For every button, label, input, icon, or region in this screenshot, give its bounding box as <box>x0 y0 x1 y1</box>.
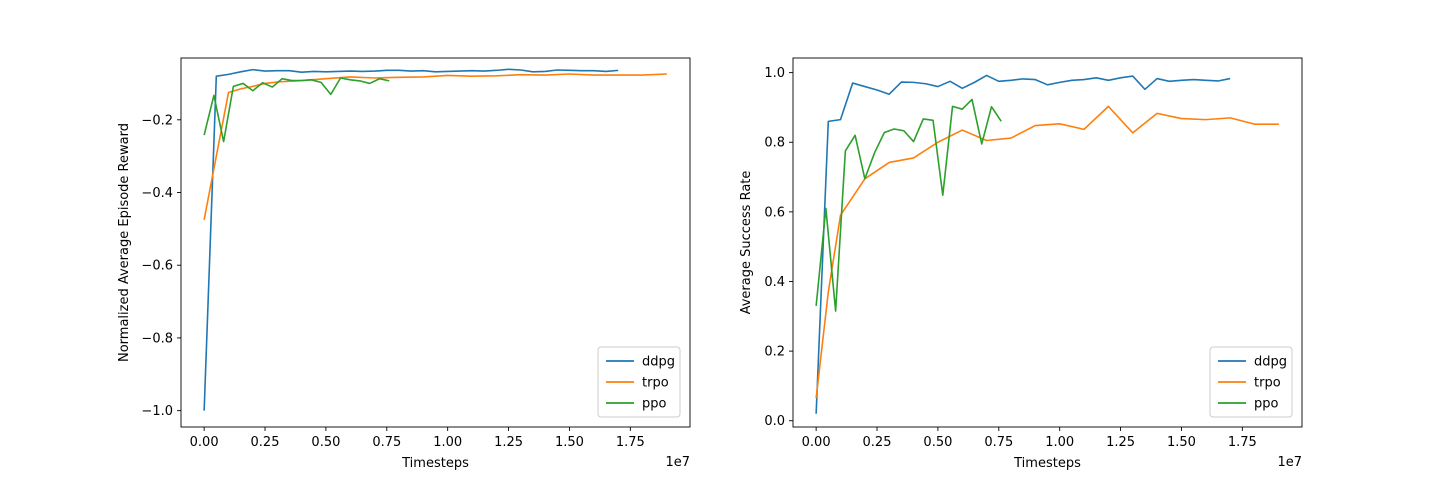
chart-panel-2: 0.00 0.25 0.50 0.75 1.00 1.25 1.50 1.75 0.0 0.2 0.… <box>739 57 1303 471</box>
y-tick-label: 0.0 <box>764 414 785 429</box>
y-tick-label: −0.8 <box>141 331 173 346</box>
y-tick-label: −0.4 <box>141 186 173 201</box>
x-tick-label: 1.25 <box>494 435 523 450</box>
x-tick-label: 0.75 <box>372 435 401 450</box>
plot-frame <box>792 57 1303 428</box>
x-axis-offset-label: 1e7 <box>1277 455 1302 470</box>
y-tick-label: 0.2 <box>764 345 785 360</box>
series-line-trpo <box>203 73 667 220</box>
legend: ddpg trpo ppo <box>1209 346 1293 418</box>
series-line-ddpg <box>203 68 619 411</box>
y-tick-label: 1.0 <box>764 66 785 81</box>
legend-box <box>597 346 681 418</box>
legend-label-trpo: trpo <box>1254 376 1281 391</box>
y-axis-label: Normalized Average Episode Reward <box>117 123 132 362</box>
legend-label-ddpg: ddpg <box>642 355 675 370</box>
x-tick-label: 0.00 <box>190 435 219 450</box>
x-tick-label: 1.50 <box>555 435 584 450</box>
y-tick-label: −0.6 <box>141 259 173 274</box>
chart-panel-1: 0.00 0.25 0.50 0.75 1.00 1.25 1.50 1.75 −1.0 −0.8… <box>117 57 691 471</box>
y-tick-label: −0.2 <box>141 113 173 128</box>
legend-label-ppo: ppo <box>1254 397 1279 412</box>
series-line-ppo <box>815 98 1002 312</box>
x-tick-label: 1.75 <box>1228 435 1257 450</box>
x-tick-label: 0.50 <box>923 435 952 450</box>
y-tick-label: 0.8 <box>764 136 785 151</box>
legend-box <box>1209 346 1293 418</box>
x-axis-label: Timesteps <box>401 456 469 471</box>
series-line-ppo <box>203 77 390 143</box>
series-line-ddpg <box>815 74 1231 414</box>
x-tick-label: 0.00 <box>802 435 831 450</box>
y-axis-label: Average Success Rate <box>739 171 754 315</box>
legend-label-ppo: ppo <box>642 397 667 412</box>
x-axis-offset-label: 1e7 <box>665 455 690 470</box>
legend: ddpg trpo ppo <box>597 346 681 418</box>
x-tick-label: 0.25 <box>863 435 892 450</box>
legend-label-ddpg: ddpg <box>1254 355 1287 370</box>
y-tick-label: 0.6 <box>764 205 785 220</box>
plot-frame <box>180 57 691 428</box>
x-tick-label: 1.00 <box>433 435 462 450</box>
x-tick-label: 1.25 <box>1106 435 1135 450</box>
x-tick-label: 0.25 <box>251 435 280 450</box>
y-tick-label: 0.4 <box>764 275 785 290</box>
legend-label-trpo: trpo <box>642 376 669 391</box>
x-tick-label: 1.00 <box>1045 435 1074 450</box>
x-tick-label: 0.50 <box>311 435 340 450</box>
x-tick-label: 1.50 <box>1167 435 1196 450</box>
x-tick-label: 1.75 <box>616 435 645 450</box>
x-axis-label: Timesteps <box>1013 456 1081 471</box>
series-line-trpo <box>815 105 1279 399</box>
x-tick-label: 0.75 <box>984 435 1013 450</box>
y-tick-label: −1.0 <box>141 404 173 419</box>
